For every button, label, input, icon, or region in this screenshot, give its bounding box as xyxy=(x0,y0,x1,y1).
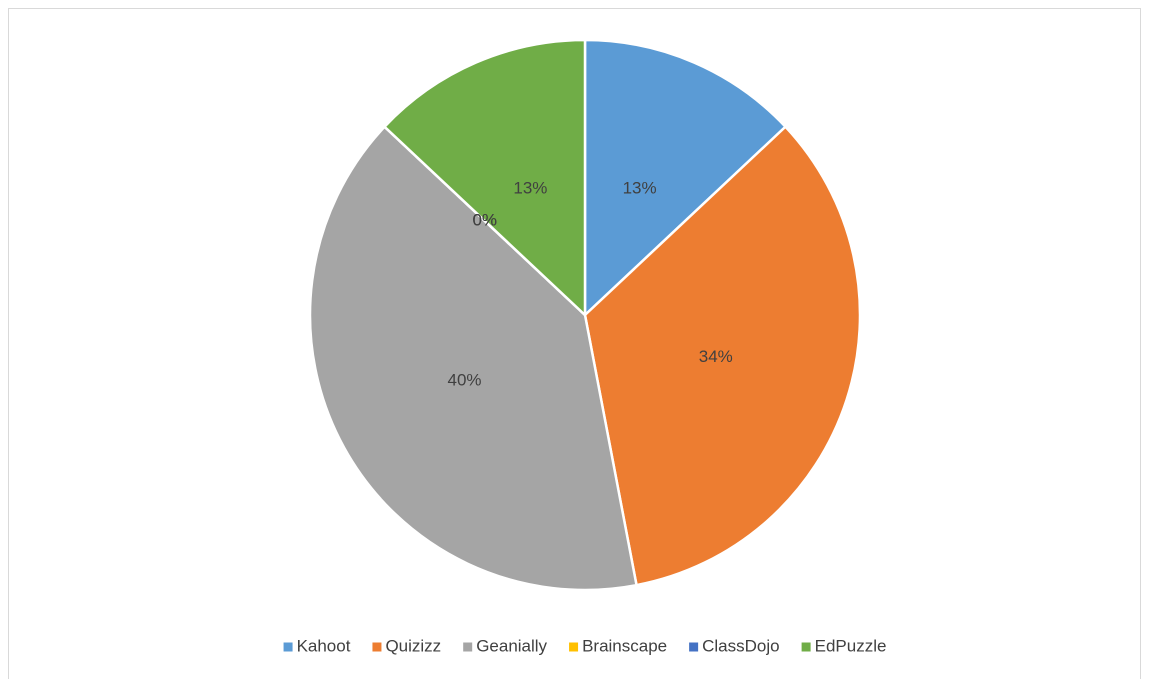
data-label: 0% xyxy=(472,210,497,229)
legend-label: Brainscape xyxy=(582,636,667,655)
data-label: 34% xyxy=(699,347,733,366)
legend-marker xyxy=(463,642,473,652)
legend-label: EdPuzzle xyxy=(815,636,887,655)
data-label: 40% xyxy=(447,371,481,390)
data-label: 0% xyxy=(472,210,497,229)
legend-marker xyxy=(372,642,382,652)
legend-label: Quizizz xyxy=(385,636,441,655)
legend-marker xyxy=(801,642,811,652)
legend-label: ClassDojo xyxy=(702,636,779,655)
legend-label: Geanially xyxy=(476,636,547,655)
pie-slice xyxy=(583,125,862,587)
data-label: 13% xyxy=(513,178,547,197)
legend-marker xyxy=(283,642,293,652)
data-label: 13% xyxy=(623,178,657,197)
pie-slice xyxy=(383,38,587,317)
legend-marker xyxy=(689,642,699,652)
legend-label: Kahoot xyxy=(297,636,351,655)
legend-marker xyxy=(569,642,579,652)
pie-slice xyxy=(583,38,787,317)
pie-slice xyxy=(308,125,638,592)
